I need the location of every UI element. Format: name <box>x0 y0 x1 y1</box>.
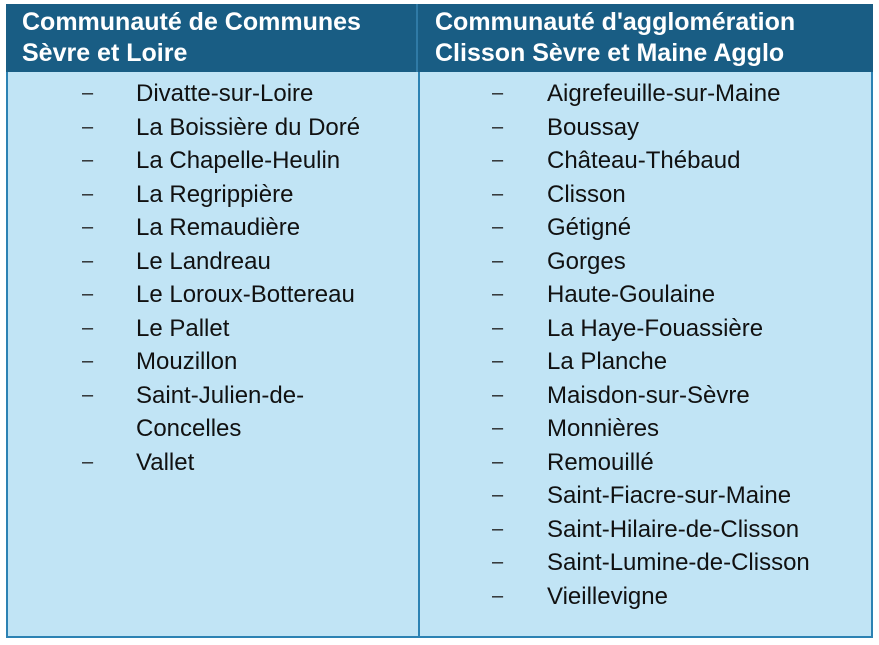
commune-name: Château-Thébaud <box>547 147 741 174</box>
dash-bullet-icon: – <box>82 350 94 372</box>
right-commune-item: – Gorges <box>420 245 870 279</box>
commune-name: La Haye-Fouassière <box>547 314 764 342</box>
left-commune-item: – La Remaudière <box>8 211 416 245</box>
dash-bullet-icon: – <box>492 417 504 439</box>
right-commune-item: – La Planche <box>420 345 870 379</box>
dash-bullet-icon: – <box>82 249 94 272</box>
dash-bullet-icon: – <box>82 115 94 138</box>
dash-bullet-icon: – <box>82 82 94 104</box>
commune-name: La Regrippière <box>136 180 294 208</box>
header-left-title: Communauté de Communes Sèvre et Loire <box>22 8 361 67</box>
commune-name: La Planche <box>547 348 668 375</box>
dash-bullet-icon: – <box>492 350 504 372</box>
commune-name: Boussay <box>547 113 640 141</box>
dash-bullet-icon: – <box>492 450 504 473</box>
left-commune-item: – Mouzillon <box>8 345 416 379</box>
dash-bullet-icon: – <box>492 517 504 540</box>
commune-name: Saint-Lumine-de-Clisson <box>547 549 810 576</box>
dash-bullet-icon: – <box>492 249 504 272</box>
left-commune-list: – Divatte-sur-Loire – La Boissière du Doré –… <box>8 77 416 479</box>
commune-name: Mouzillon <box>136 348 238 375</box>
commune-name: Remouillé <box>547 448 654 476</box>
commune-name: Gétigné <box>547 214 632 241</box>
left-commune-item: – La Regrippière <box>8 178 416 212</box>
dash-bullet-icon: – <box>492 182 504 205</box>
commune-name: Maisdon-sur-Sèvre <box>547 381 750 409</box>
commune-name: Divatte-sur-Loire <box>136 80 314 107</box>
right-commune-item: – La Haye-Fouassière <box>420 312 870 346</box>
dash-bullet-icon: – <box>492 551 504 573</box>
right-commune-item: – Saint-Fiacre-sur-Maine <box>420 479 870 513</box>
right-commune-item: – Vieillevigne <box>420 580 870 614</box>
right-commune-item: – Haute-Goulaine <box>420 278 870 312</box>
commune-name: La Remaudière <box>136 214 301 241</box>
right-commune-item: – Aigrefeuille-sur-Maine <box>420 77 870 111</box>
commune-name: Haute-Goulaine <box>547 281 716 308</box>
commune-name: La Boissière du Doré <box>136 113 361 141</box>
commune-name: Le Landreau <box>136 247 271 275</box>
right-commune-list: – Aigrefeuille-sur-Maine – Boussay – Château-… <box>420 77 870 613</box>
commune-name: Vieillevigne <box>547 582 668 610</box>
right-commune-item: – Saint-Hilaire-de-Clisson <box>420 513 870 547</box>
right-commune-item: – Maisdon-sur-Sèvre <box>420 379 870 413</box>
dash-bullet-icon: – <box>82 283 94 305</box>
left-commune-item: – Le Pallet <box>8 312 416 346</box>
dash-bullet-icon: – <box>492 115 504 138</box>
left-commune-item: – Le Loroux-Bottereau <box>8 278 416 312</box>
column-divider <box>418 72 420 636</box>
right-commune-item: – Château-Thébaud <box>420 144 870 178</box>
left-commune-item: – Le Landreau <box>8 245 416 279</box>
commune-name: Le Loroux-Bottereau <box>136 281 355 308</box>
commune-name: Saint-Julien-de- Concelles <box>136 381 305 443</box>
right-commune-item: – Gétigné <box>420 211 870 245</box>
commune-name: Aigrefeuille-sur-Maine <box>547 80 781 107</box>
commune-name: Saint-Hilaire-de-Clisson <box>547 515 800 543</box>
communes-table: Communauté de Communes Sèvre et Loire Co… <box>6 4 873 640</box>
left-commune-item: – Divatte-sur-Loire <box>8 77 416 111</box>
left-commune-item: – La Boissière du Doré <box>8 111 416 145</box>
right-commune-item: – Clisson <box>420 178 870 212</box>
dash-bullet-icon: – <box>82 182 94 205</box>
commune-name: Clisson <box>547 180 626 208</box>
left-commune-item: – La Chapelle-Heulin <box>8 144 416 178</box>
dash-bullet-icon: – <box>492 82 504 104</box>
dash-bullet-icon: – <box>82 316 94 339</box>
left-commune-item: – Saint-Julien-de- Concelles <box>8 379 416 446</box>
commune-name: Le Pallet <box>136 314 230 342</box>
commune-name: La Chapelle-Heulin <box>136 147 341 174</box>
commune-name: Monnières <box>547 415 660 442</box>
right-commune-item: – Saint-Lumine-de-Clisson <box>420 546 870 580</box>
dash-bullet-icon: – <box>492 216 504 238</box>
dash-bullet-icon: – <box>82 149 94 171</box>
dash-bullet-icon: – <box>492 316 504 339</box>
header-right-title: Communauté d'agglomération Clisson Sèvre… <box>435 8 796 67</box>
right-commune-item: – Boussay <box>420 111 870 145</box>
dash-bullet-icon: – <box>492 149 504 171</box>
commune-name: Saint-Fiacre-sur-Maine <box>547 482 792 509</box>
commune-name: Gorges <box>547 247 626 275</box>
dash-bullet-icon: – <box>82 216 94 238</box>
dash-bullet-icon: – <box>492 584 504 607</box>
dash-bullet-icon: – <box>82 450 94 473</box>
dash-bullet-icon: – <box>492 383 504 406</box>
right-commune-item: – Remouillé <box>420 446 870 480</box>
right-commune-item: – Monnières <box>420 412 870 446</box>
dash-bullet-icon: – <box>82 383 94 406</box>
left-commune-item: – Vallet <box>8 446 416 480</box>
table-body: – Divatte-sur-Loire – La Boissière du Doré –… <box>6 72 873 638</box>
header-divider <box>416 4 418 72</box>
dash-bullet-icon: – <box>492 283 504 305</box>
dash-bullet-icon: – <box>492 484 504 506</box>
commune-name: Vallet <box>136 448 195 476</box>
table-header: Communauté de Communes Sèvre et Loire Co… <box>6 4 873 72</box>
